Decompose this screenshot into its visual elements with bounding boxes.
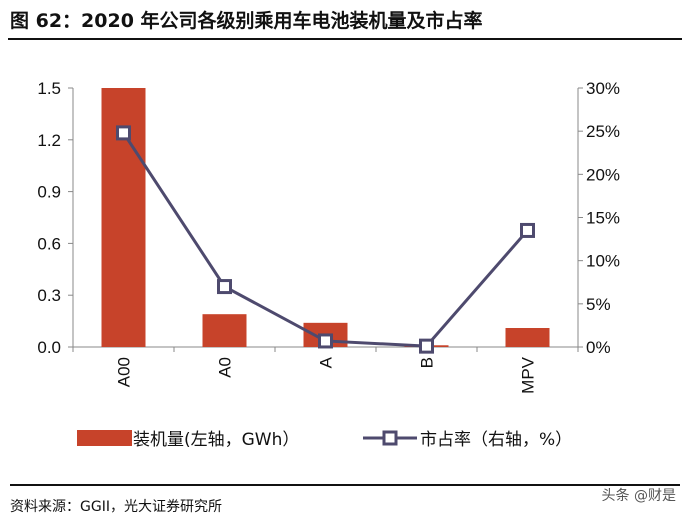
x-tick-label: A0 xyxy=(216,357,235,378)
right-tick-label: 15% xyxy=(586,209,620,228)
legend-line-marker xyxy=(382,430,398,446)
right-tick-label: 30% xyxy=(586,79,620,98)
share-marker-A00 xyxy=(116,125,131,141)
left-tick-label: 1.5 xyxy=(37,79,61,98)
share-marker-MPV xyxy=(520,222,535,238)
left-tick-label: 1.2 xyxy=(37,131,61,150)
x-tick-label: MPV xyxy=(519,356,538,394)
title-divider xyxy=(8,38,682,40)
bar-MPV xyxy=(505,328,550,347)
watermark: 头条 @财是 xyxy=(601,488,676,504)
right-tick-label: 5% xyxy=(586,295,611,314)
right-tick-label: 20% xyxy=(586,165,620,184)
share-marker-A0 xyxy=(217,279,232,295)
x-tick-label: B xyxy=(418,357,437,368)
figure-title: 图 62：2020 年公司各级别乘用车电池装机量及市占率 xyxy=(10,10,483,32)
right-tick-label: 0% xyxy=(586,338,611,357)
left-tick-label: 0.3 xyxy=(37,286,61,305)
x-tick-label: A00 xyxy=(115,357,134,387)
source-note: 资料来源：GGII，光大证券研究所 xyxy=(10,499,222,515)
left-tick-label: 0.0 xyxy=(37,338,61,357)
left-tick-label: 0.6 xyxy=(37,234,61,253)
left-tick-label: 0.9 xyxy=(37,183,61,202)
footer-divider xyxy=(10,484,680,486)
chart: 0.0 0.3 0.6 0.9 1.2 1.5 0% 5% 10% 15% 20% 25% 30% A00… xyxy=(37,79,620,450)
legend-bar-swatch xyxy=(77,430,132,446)
legend-bar-label: 装机量(左轴，GWh） xyxy=(133,430,299,450)
legend-line-label: 市占率（右轴，%） xyxy=(420,430,572,450)
bar-A0 xyxy=(202,314,247,347)
share-marker-A xyxy=(318,333,333,349)
right-tick-label: 10% xyxy=(586,252,620,271)
x-tick-label: A xyxy=(317,356,336,368)
right-tick-label: 25% xyxy=(586,122,620,141)
share-marker-B xyxy=(419,338,434,354)
share-line xyxy=(122,132,529,348)
